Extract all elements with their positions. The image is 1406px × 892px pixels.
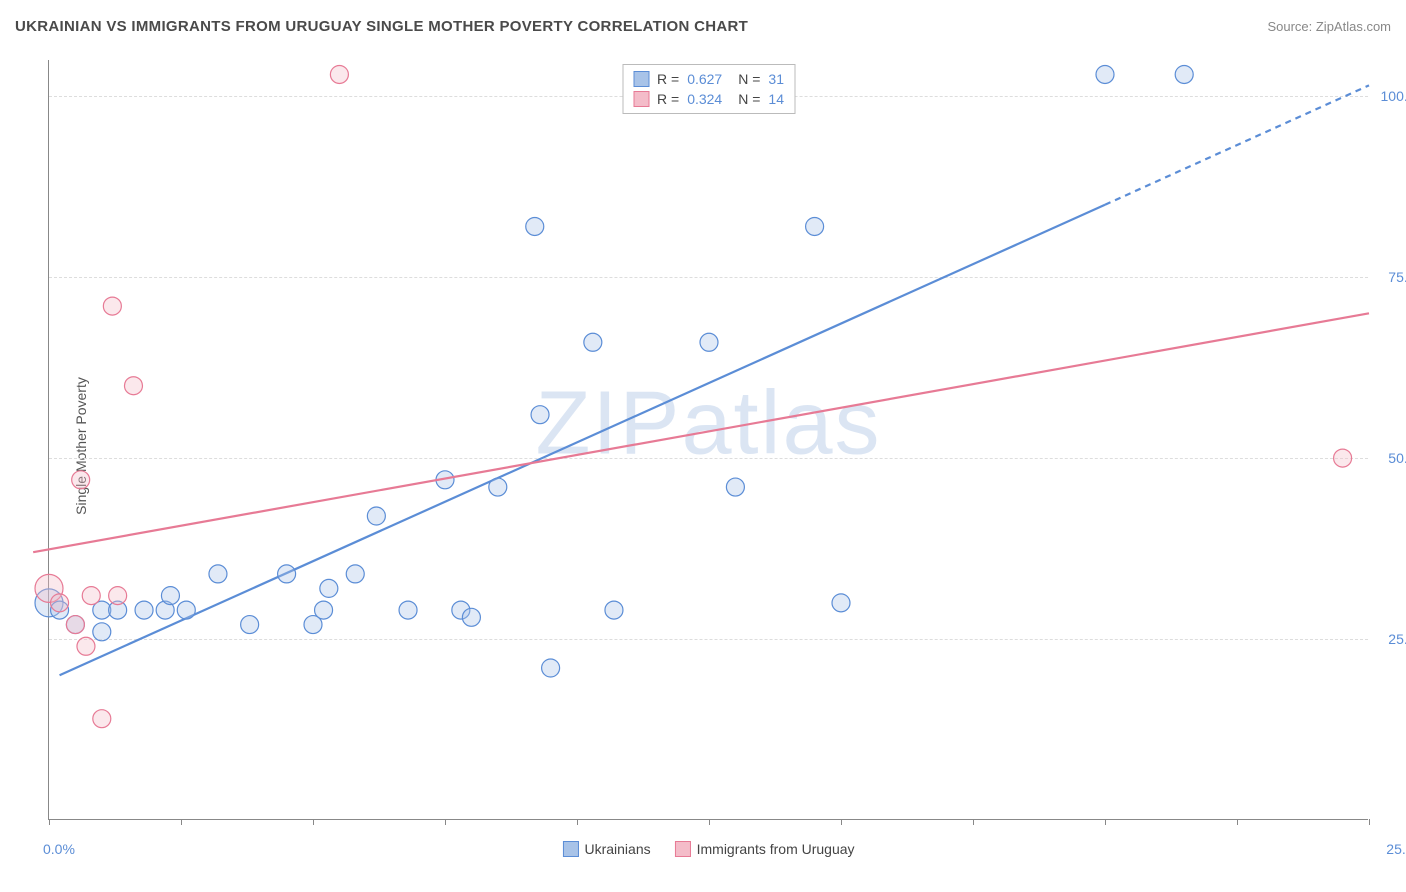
legend-n-value: 14 [768,91,784,107]
legend-r-value: 0.324 [687,91,722,107]
x-tick [49,819,50,825]
data-point [51,594,69,612]
y-tick-label: 50.0% [1388,450,1406,466]
chart-title: UKRAINIAN VS IMMIGRANTS FROM URUGUAY SIN… [15,18,748,35]
data-point [278,565,296,583]
data-point [726,478,744,496]
data-point [93,623,111,641]
data-point [177,601,195,619]
x-tick [973,819,974,825]
x-tick [181,819,182,825]
data-point [241,616,259,634]
legend-n-value: 31 [768,71,784,87]
data-point [1096,65,1114,83]
data-point [320,579,338,597]
x-tick [841,819,842,825]
data-point [526,217,544,235]
trend-line [60,205,1105,675]
legend-series-label: Ukrainians [584,841,650,857]
data-point [489,478,507,496]
legend-correlation-row: R = 0.627 N = 31 [633,69,784,89]
legend-correlation-row: R = 0.324 N = 14 [633,89,784,109]
data-point [367,507,385,525]
legend-r-label: R = [657,71,679,87]
trend-line [33,313,1369,552]
x-tick-label-min: 0.0% [43,841,75,857]
legend-series: Ukrainians Immigrants from Uruguay [562,841,854,857]
data-point [124,377,142,395]
data-point [542,659,560,677]
legend-swatch [633,91,649,107]
data-point [93,710,111,728]
legend-swatch [675,841,691,857]
data-point [82,587,100,605]
legend-swatch [633,71,649,87]
data-point [584,333,602,351]
data-point [605,601,623,619]
x-tick [1237,819,1238,825]
y-tick-label: 75.0% [1388,269,1406,285]
data-point [103,297,121,315]
data-point [1175,65,1193,83]
data-point [806,217,824,235]
y-tick-label: 25.0% [1388,631,1406,647]
legend-r-value: 0.627 [687,71,722,87]
plot-area: ZIPatlas 25.0%50.0%75.0%100.0% R =0.627N… [48,60,1368,820]
data-point [531,406,549,424]
legend-correlation: R = 0.627 N = 31 R = 0.324 N = 14 [622,64,795,114]
data-point [1334,449,1352,467]
legend-n-label: N = [738,91,760,107]
data-point [462,608,480,626]
legend-n-label: N = [738,71,760,87]
y-tick-label: 100.0% [1381,88,1406,104]
scatter-svg [49,60,1368,819]
x-tick [313,819,314,825]
data-point [161,587,179,605]
header: UKRAINIAN VS IMMIGRANTS FROM URUGUAY SIN… [15,18,1391,35]
x-tick [1369,819,1370,825]
legend-swatch [562,841,578,857]
x-tick [709,819,710,825]
data-point [209,565,227,583]
data-point [330,65,348,83]
data-point [315,601,333,619]
trend-line-dashed [1105,85,1369,204]
data-point [135,601,153,619]
data-point [72,471,90,489]
x-tick [577,819,578,825]
legend-series-item: Immigrants from Uruguay [675,841,855,857]
x-tick-label-max: 25.0% [1386,841,1406,857]
data-point [399,601,417,619]
data-point [66,616,84,634]
data-point [346,565,364,583]
legend-series-item: Ukrainians [562,841,650,857]
source-label: Source: ZipAtlas.com [1267,19,1391,34]
legend-series-label: Immigrants from Uruguay [697,841,855,857]
x-tick [1105,819,1106,825]
chart-container: UKRAINIAN VS IMMIGRANTS FROM URUGUAY SIN… [0,0,1406,892]
data-point [700,333,718,351]
data-point [109,587,127,605]
x-tick [445,819,446,825]
data-point [832,594,850,612]
legend-r-label: R = [657,91,679,107]
data-point [77,637,95,655]
